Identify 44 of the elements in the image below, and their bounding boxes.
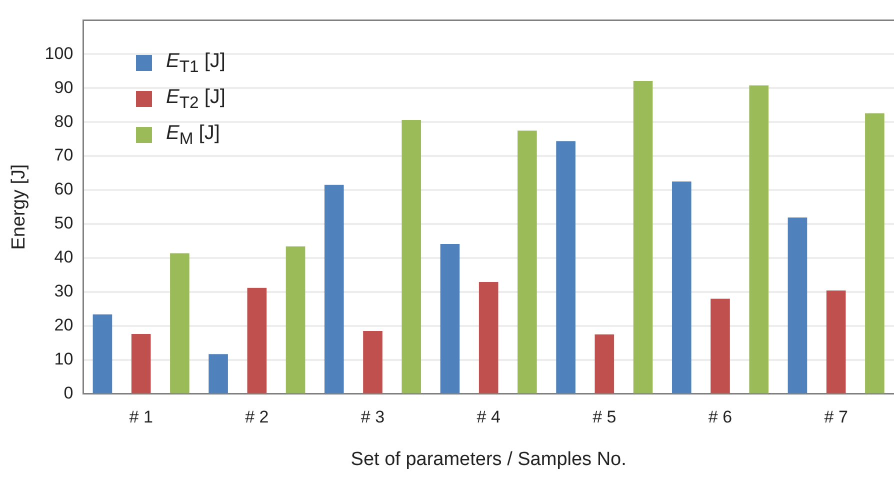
- bar: [556, 141, 576, 394]
- bar: [247, 288, 267, 394]
- y-tick-label: 90: [54, 78, 74, 97]
- bar: [788, 218, 808, 394]
- bar: [672, 182, 692, 394]
- x-tick-label: # 3: [360, 408, 385, 427]
- bar: [440, 244, 460, 394]
- x-tick-label: # 7: [824, 408, 848, 427]
- legend-label: E$_{T1}$ [J]: [166, 50, 226, 76]
- bar: [363, 330, 382, 394]
- bar: [710, 298, 730, 394]
- bar: [633, 80, 653, 394]
- bar: [594, 334, 614, 394]
- y-tick-label: 40: [54, 248, 74, 267]
- bar: [478, 282, 498, 394]
- bar: [826, 290, 846, 394]
- y-axis-title: Energy [J]: [8, 164, 30, 250]
- bar: [402, 120, 422, 394]
- bar: [92, 314, 112, 394]
- y-tick-label: 10: [54, 350, 74, 369]
- x-tick-label: # 6: [708, 408, 732, 427]
- bar: [865, 113, 884, 394]
- legend-label: E$_{M}$ [J]: [166, 122, 220, 148]
- bar: [131, 334, 151, 394]
- x-tick-label: # 1: [129, 408, 153, 427]
- x-tick-label: # 5: [592, 408, 616, 427]
- bar: [518, 130, 537, 394]
- bar: [286, 246, 306, 394]
- y-tick-label: 0: [64, 383, 74, 402]
- y-tick-label: 100: [44, 44, 74, 63]
- x-tick-label: # 4: [476, 408, 500, 427]
- y-tick-label: 50: [54, 214, 74, 233]
- legend-label: E$_{T2}$ [J]: [166, 86, 226, 112]
- bar: [324, 184, 344, 394]
- y-tick-label: 20: [54, 316, 74, 335]
- bar: [170, 253, 190, 394]
- y-tick-label: 30: [54, 282, 74, 301]
- y-tick-label: 70: [54, 146, 74, 165]
- x-axis-title: Set of parameters / Samples No.: [350, 448, 626, 470]
- x-tick-label: # 2: [245, 408, 269, 427]
- y-tick-label: 80: [54, 112, 74, 131]
- bar: [749, 85, 769, 394]
- y-tick-label: 60: [54, 180, 74, 199]
- bar: [208, 354, 228, 394]
